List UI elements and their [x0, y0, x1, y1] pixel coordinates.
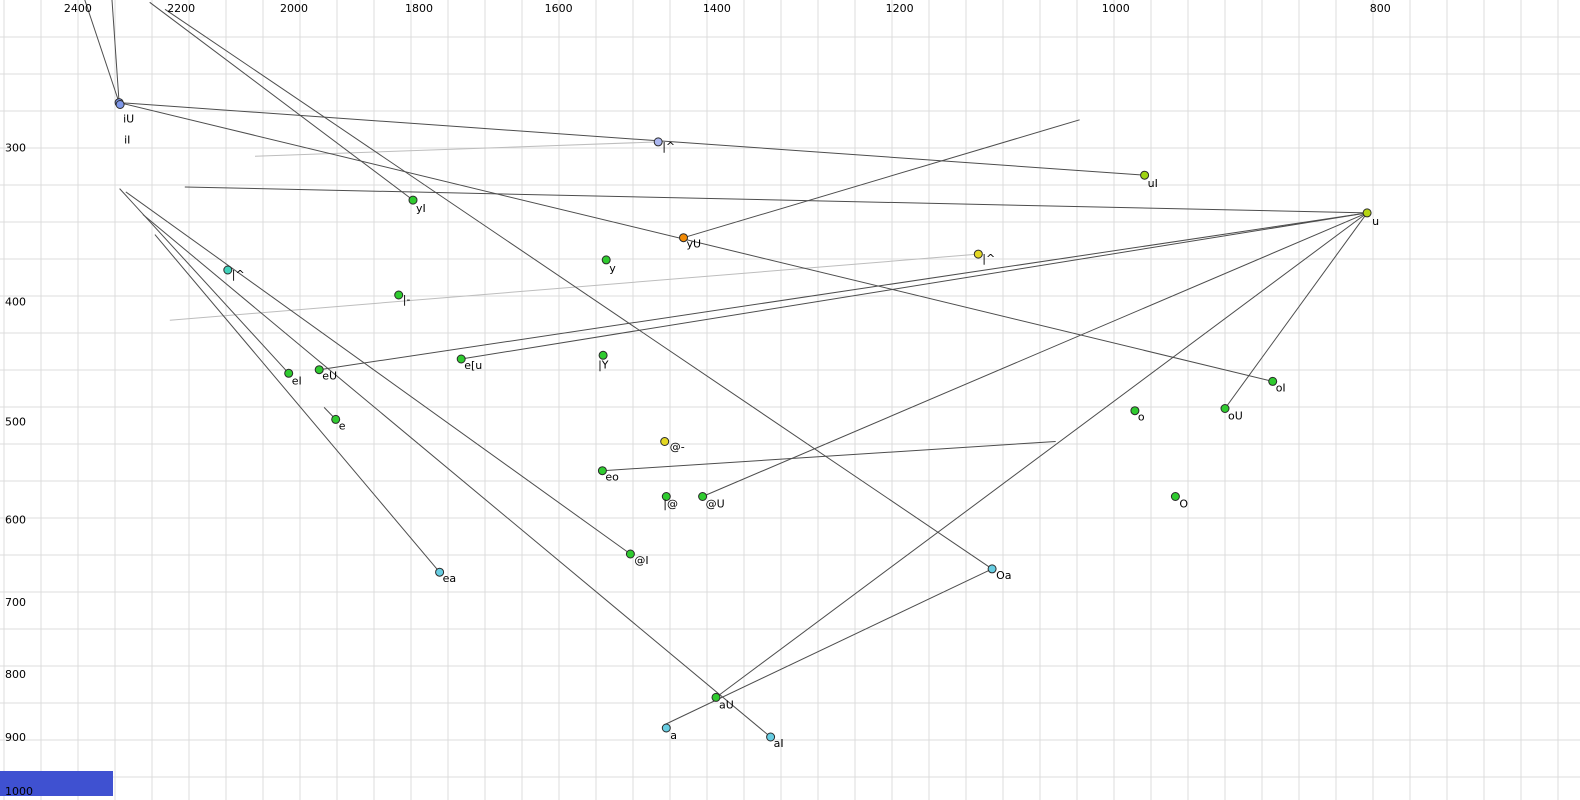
point-label: e[u — [464, 359, 482, 372]
selection-bar[interactable] — [0, 771, 113, 796]
y-tick-label: 1000 — [5, 785, 33, 798]
trajectory-line-u-glide — [184, 186, 1368, 214]
x-tick-label: 1400 — [703, 2, 731, 15]
point-label: ea — [443, 572, 457, 585]
point-label: |- — [403, 293, 411, 306]
trajectory-line-e[u-glide — [461, 212, 1368, 360]
trajectory-line-eU-glide — [319, 212, 1368, 371]
point-label: |Y — [598, 358, 609, 371]
data-point[interactable] — [987, 564, 997, 574]
point-label: Oa — [996, 569, 1011, 582]
data-point[interactable] — [660, 437, 670, 446]
point-label: eU — [322, 370, 337, 383]
trajectory-line-eI-glide — [119, 188, 290, 374]
data-point[interactable] — [661, 492, 671, 501]
point-label: eo — [605, 471, 619, 484]
data-point[interactable] — [601, 255, 611, 265]
trajectory-line-oU-glide — [1224, 212, 1368, 409]
data-point[interactable] — [653, 137, 663, 147]
data-point[interactable] — [435, 567, 445, 577]
data-point[interactable] — [973, 249, 983, 259]
x-tick-label: 1800 — [405, 2, 433, 15]
data-point[interactable] — [1220, 404, 1230, 413]
data-point[interactable] — [314, 365, 324, 375]
x-tick-label: 1200 — [886, 2, 914, 15]
point-label: |^ — [232, 268, 245, 281]
data-point[interactable] — [115, 100, 125, 109]
point-label: eI — [292, 374, 302, 387]
trajectory-line-schwa-high-glide-1 — [169, 253, 979, 321]
point-label: yU — [687, 238, 702, 251]
point-label: uI — [1148, 177, 1158, 190]
data-point[interactable] — [1362, 208, 1372, 218]
trajectory-line-yU-glide — [683, 119, 1080, 239]
point-label: |@ — [663, 498, 678, 511]
point-label: e — [339, 419, 346, 432]
point-label: oU — [1228, 410, 1243, 423]
trajectory-line-schwa-high-glide-2 — [254, 141, 659, 157]
data-point[interactable] — [711, 692, 721, 702]
y-tick-label: 800 — [5, 668, 26, 681]
trajectory-line-eo-glide — [602, 441, 1056, 472]
point-label: u — [1372, 215, 1379, 228]
y-tick-label: 700 — [5, 596, 26, 609]
point-label: @I — [634, 554, 648, 567]
point-label: y — [609, 262, 616, 275]
point-label: oI — [1276, 381, 1286, 394]
x-tick-label: 2400 — [64, 2, 92, 15]
x-tick-label: 1000 — [1102, 2, 1130, 15]
data-point[interactable] — [394, 290, 404, 300]
y-tick-label: 900 — [5, 731, 26, 744]
point-label: aU — [719, 698, 734, 711]
trajectory-line-uI-glide — [119, 102, 1145, 176]
point-label: |^ — [982, 252, 995, 265]
x-tick-label: 1600 — [545, 2, 573, 15]
point-label: o — [1138, 411, 1145, 424]
data-point[interactable] — [1130, 406, 1140, 416]
point-label: |^ — [662, 140, 675, 153]
y-tick-label: 500 — [5, 416, 26, 429]
data-point[interactable] — [625, 549, 635, 559]
point-label: a — [670, 729, 677, 742]
data-point[interactable] — [223, 265, 233, 275]
data-point[interactable] — [331, 414, 341, 424]
x-tick-label: 800 — [1370, 2, 1391, 15]
point-label: @U — [706, 498, 725, 511]
trajectory-line-aU-glide — [715, 212, 1368, 698]
trajectory-line-@I-glide — [125, 191, 631, 555]
point-label: iI — [124, 134, 130, 147]
x-tick-label: 2200 — [167, 2, 195, 15]
trajectory-line-Oa-onset — [164, 8, 993, 570]
point-label: @- — [670, 441, 685, 454]
y-tick-label: 600 — [5, 513, 26, 526]
trajectory-line-aI-glide — [142, 214, 771, 738]
data-point[interactable] — [408, 195, 418, 205]
data-point[interactable] — [679, 233, 688, 243]
data-point[interactable] — [1140, 170, 1150, 180]
data-point[interactable] — [597, 466, 607, 476]
data-point[interactable] — [1268, 376, 1278, 386]
y-tick-label: 300 — [5, 141, 26, 154]
trajectory-line-iU-glide — [84, 0, 120, 103]
trajectory-line-iI-glide — [111, 0, 120, 103]
point-label: iU — [123, 113, 134, 126]
point-label: aI — [774, 737, 784, 750]
data-point[interactable] — [456, 354, 466, 364]
y-tick-label: 400 — [5, 296, 26, 309]
point-label: O — [1179, 498, 1188, 511]
data-point[interactable] — [766, 732, 776, 742]
data-point[interactable] — [698, 492, 708, 501]
trajectory-line-@U-glide — [702, 212, 1368, 497]
point-label: yI — [416, 202, 426, 215]
data-point[interactable] — [1170, 492, 1180, 501]
data-point[interactable] — [284, 368, 294, 378]
data-point[interactable] — [661, 723, 671, 733]
data-point[interactable] — [598, 350, 608, 360]
x-tick-label: 2000 — [280, 2, 308, 15]
trajectory-line-ea-glide — [154, 234, 440, 573]
trajectory-line-yI-glide — [149, 1, 414, 201]
